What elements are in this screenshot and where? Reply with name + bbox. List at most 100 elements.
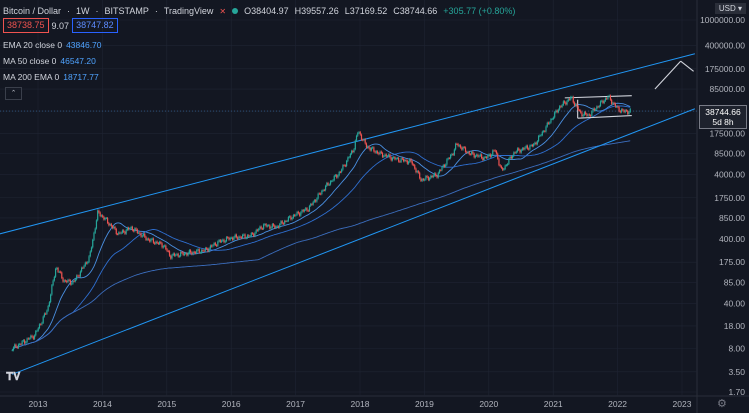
candle-body	[265, 224, 267, 227]
candle-body	[599, 101, 602, 107]
candle-body	[617, 106, 619, 108]
close-icon[interactable]: ✕	[219, 6, 227, 16]
candle-body	[436, 175, 438, 178]
indicator-ma200[interactable]: MA 200 EMA 0 18717.77	[3, 72, 99, 82]
candle-body	[612, 102, 614, 104]
candle-body	[159, 241, 161, 244]
candle-body	[120, 232, 122, 234]
candle-body	[175, 254, 177, 256]
candle-body	[194, 252, 197, 254]
y-tick-label: 1.70	[728, 387, 745, 397]
candle-body	[597, 106, 599, 108]
candle-body	[405, 159, 407, 161]
indicator-ema20[interactable]: EMA 20 close 0 43846.70	[3, 40, 102, 50]
candle-body	[489, 154, 491, 157]
candle-body	[162, 246, 164, 248]
candle-body	[620, 109, 623, 113]
candle-body	[218, 240, 220, 242]
candle-body	[227, 237, 229, 238]
candle-body	[415, 168, 417, 173]
candle-body	[555, 110, 557, 113]
candle-body	[17, 344, 20, 348]
candle-body	[422, 179, 425, 181]
candle-body	[352, 150, 354, 153]
candle-body	[203, 250, 205, 252]
sell-button[interactable]: 38738.75	[3, 18, 49, 33]
candle-body	[166, 249, 168, 251]
candle-body	[565, 102, 567, 105]
candle-body	[68, 279, 70, 281]
candle-body	[141, 235, 143, 237]
candle-body	[41, 322, 43, 325]
candle-body	[270, 227, 272, 229]
currency-select[interactable]: USD ▾	[714, 3, 746, 14]
candle-body	[155, 241, 157, 244]
indicator-label: MA 50 close 0	[3, 56, 57, 66]
candle-body	[481, 154, 483, 159]
candle-body	[516, 148, 519, 152]
candle-body	[598, 106, 600, 108]
candle-body	[74, 279, 77, 282]
candle-body	[318, 193, 320, 195]
candle-body	[243, 234, 245, 236]
y-tick-label: 175.00	[719, 257, 745, 267]
channel-lower-line	[12, 108, 696, 375]
candle-body	[376, 151, 379, 154]
candle-body	[457, 143, 459, 147]
candle-body	[146, 238, 148, 240]
candle-body	[353, 149, 355, 153]
candle-body	[234, 234, 236, 238]
candle-body	[324, 185, 327, 191]
channel-upper-line	[0, 53, 696, 235]
candle-body	[342, 165, 344, 170]
y-tick-label: 17500.00	[710, 128, 746, 138]
candle-body	[26, 338, 28, 343]
candle-body	[329, 181, 332, 185]
candle-body	[411, 161, 413, 165]
candle-body	[410, 159, 412, 162]
candle-body	[616, 106, 618, 108]
candle-body	[292, 214, 294, 218]
y-tick-label: 40.00	[724, 299, 746, 309]
candle-body	[209, 245, 211, 249]
candle-body	[31, 335, 33, 337]
candle-body	[334, 175, 337, 176]
symbol-title[interactable]: Bitcoin / Dollar	[3, 6, 62, 16]
candle-body	[488, 154, 490, 156]
candle-body	[83, 265, 85, 268]
candle-body	[549, 122, 551, 124]
collapse-indicators-icon[interactable]: ⌃	[5, 87, 22, 100]
candle-body	[78, 275, 80, 277]
interval-label[interactable]: 1W	[76, 6, 90, 16]
buy-button[interactable]: 38747.82	[72, 18, 118, 33]
candle-body	[274, 225, 276, 228]
x-tick-label: 2017	[286, 399, 305, 409]
candle-body	[126, 227, 129, 230]
indicator-value: 18717.77	[63, 72, 99, 82]
candle-body	[459, 145, 462, 148]
candle-body	[487, 155, 489, 158]
candle-body	[471, 151, 473, 155]
candle-body	[515, 151, 517, 153]
candle-body	[245, 237, 247, 239]
candle-body	[344, 165, 346, 167]
candle-body	[118, 232, 120, 235]
candle-body	[544, 131, 546, 132]
time-axis[interactable]: 2013 2014 2015 2016 2017 2018 2019 2020 2021 2022…	[29, 399, 692, 409]
y-tick-label: 85.00	[724, 277, 746, 287]
candle-body	[430, 175, 432, 178]
x-tick-label: 2015	[157, 399, 176, 409]
candle-body	[606, 98, 608, 100]
price-axis[interactable]: 1000000.00 400000.00 175000.00 85000.00 1750…	[700, 15, 745, 397]
indicator-ma50[interactable]: MA 50 close 0 46547.20	[3, 56, 96, 66]
candle-body	[30, 335, 32, 339]
candle-body	[578, 110, 581, 111]
tradingview-logo-icon[interactable]: 𝐓𝐕	[6, 371, 21, 383]
candle-body	[494, 150, 496, 152]
candle-body	[451, 153, 453, 155]
candle-body	[223, 239, 225, 243]
candle-body	[567, 98, 569, 101]
candle-body	[185, 253, 187, 255]
settings-gear-icon[interactable]: ⚙	[717, 398, 727, 410]
